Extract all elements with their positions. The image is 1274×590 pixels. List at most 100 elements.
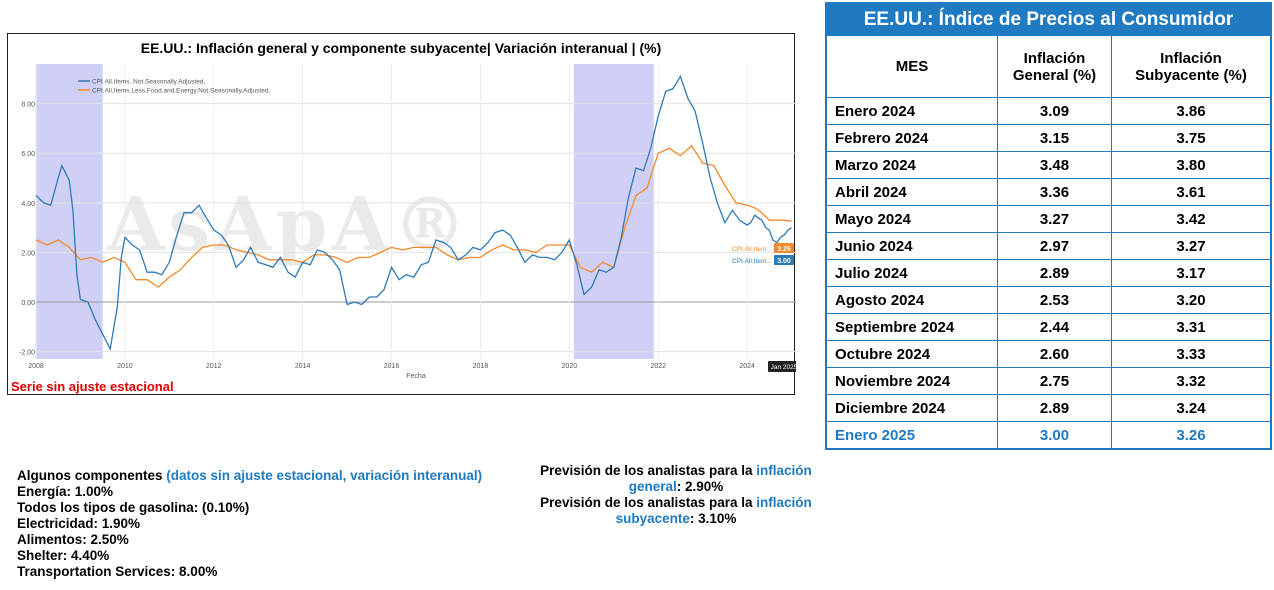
table-row: Abril 2024 3.36 3.61: [825, 178, 1272, 206]
forecast-general-hl2: general: [628, 479, 677, 494]
table-row: Enero 2024 3.09 3.86: [825, 97, 1272, 125]
forecast-general-value: : 2.90%: [676, 479, 724, 494]
series-end-value: 3.26: [777, 246, 791, 253]
x-tick-label: 2018: [473, 363, 489, 370]
month-cell: Septiembre 2024: [825, 313, 998, 341]
core-cell: 3.31: [1111, 313, 1272, 341]
components-heading: Algunos componentes: [17, 468, 163, 483]
core-cell: 3.80: [1111, 151, 1272, 179]
y-tick-label: 2.00: [21, 250, 35, 257]
core-cell: 3.86: [1111, 97, 1272, 125]
month-cell: Enero 2025: [825, 421, 998, 450]
chart-panel: AsApA® 8.00 6.00 4.00 2.00 0.00 -2.00 2008 2010 2…: [7, 33, 796, 395]
general-cell: 2.60: [997, 340, 1112, 368]
components-block: Algunos componentes (datos sin ajuste es…: [17, 468, 482, 580]
month-cell: Octubre 2024: [825, 340, 998, 368]
forecast-general-prefix: Previsión de los analistas para la: [540, 463, 753, 478]
forecast-general-hl1: inflación: [756, 463, 812, 478]
component-item: Todos los tipos de gasolina: (0.10%): [17, 500, 250, 515]
core-cell: 3.61: [1111, 178, 1272, 206]
forecasts-block: Previsión de los analistas para la infla…: [520, 463, 832, 527]
table-row: Febrero 2024 3.15 3.75: [825, 124, 1272, 152]
table-row: Mayo 2024 3.27 3.42: [825, 205, 1272, 233]
general-cell: 2.89: [997, 259, 1112, 287]
y-tick-label: 0.00: [21, 300, 35, 307]
general-cell: 2.53: [997, 286, 1112, 314]
core-cell: 3.32: [1111, 367, 1272, 395]
core-cell: 3.27: [1111, 232, 1272, 260]
month-cell: Enero 2024: [825, 97, 998, 125]
watermark: AsApA®: [106, 182, 471, 268]
general-cell: 3.36: [997, 178, 1112, 206]
table-row: Marzo 2024 3.48 3.80: [825, 151, 1272, 179]
component-item: Alimentos: 2.50%: [17, 532, 129, 547]
month-cell: Mayo 2024: [825, 205, 998, 233]
general-cell: 2.75: [997, 367, 1112, 395]
series-end-label: CPI.All.Item...: [732, 258, 772, 265]
x-tick-label: 2010: [117, 363, 133, 370]
x-tick-label: 2024: [739, 363, 755, 370]
table-row: Agosto 2024 2.53 3.20: [825, 286, 1272, 314]
general-cell: 2.97: [997, 232, 1112, 260]
forecast-core-prefix: Previsión de los analistas para la: [540, 495, 753, 510]
col-header-general: Inflación General (%): [997, 35, 1112, 98]
general-cell: 3.48: [997, 151, 1112, 179]
x-axis-title: Fecha: [406, 373, 426, 380]
core-cell: 3.17: [1111, 259, 1272, 287]
component-item: Energía: 1.00%: [17, 484, 114, 499]
table-row: Noviembre 2024 2.75 3.32: [825, 367, 1272, 395]
table-row: Julio 2024 2.89 3.17: [825, 259, 1272, 287]
chart-note: Serie sin ajuste estacional: [11, 379, 174, 394]
series-line: [35, 144, 792, 288]
component-item: Electricidad: 1.90%: [17, 516, 141, 531]
month-cell: Febrero 2024: [825, 124, 998, 152]
table-row: Diciembre 2024 2.89 3.24: [825, 394, 1272, 422]
x-tick-label: 2014: [295, 363, 311, 370]
forecast-general: Previsión de los analistas para la infla…: [520, 463, 832, 495]
y-tick-label: 4.00: [21, 201, 35, 208]
table-row: Junio 2024 2.97 3.27: [825, 232, 1272, 260]
chart-title: EE.UU.: Inflación general y componente s…: [140, 40, 662, 56]
forecast-core-hl2: subyacente: [615, 511, 690, 526]
y-tick-label: 8.00: [21, 102, 35, 109]
general-cell: 3.09: [997, 97, 1112, 125]
series-end-value: 3.00: [777, 258, 791, 265]
component-item: Shelter: 4.40%: [17, 548, 110, 563]
table-row: Octubre 2024 2.60 3.33: [825, 340, 1272, 368]
table-row: Septiembre 2024 2.44 3.31: [825, 313, 1272, 341]
core-cell: 3.42: [1111, 205, 1272, 233]
x-tick-label: 2020: [562, 363, 578, 370]
x-tick-label: 2008: [28, 363, 44, 370]
series-end-label: CPI.All.Item...: [732, 246, 772, 253]
general-cell: 2.44: [997, 313, 1112, 341]
col-header-core: Inflación Subyacente (%): [1111, 35, 1272, 98]
forecast-core-hl1: inflación: [756, 495, 812, 510]
recession-band: [573, 64, 654, 359]
series-end-value-box: [774, 255, 794, 265]
forecast-core-value: : 3.10%: [689, 511, 737, 526]
series-end-value-box: [774, 243, 794, 253]
y-tick-label: -2.00: [19, 350, 35, 357]
general-cell: 3.00: [997, 421, 1112, 450]
table-body: Enero 2024 3.09 3.86 Febrero 2024 3.15 3.75 Ma…: [825, 97, 1272, 450]
end-date-box: [768, 361, 796, 372]
line-chart: AsApA® 8.00 6.00 4.00 2.00 0.00 -2.00 2008 2010 2…: [19, 64, 796, 380]
component-item: Transportation Services: 8.00%: [17, 564, 218, 579]
forecast-core: Previsión de los analistas para la infla…: [520, 495, 832, 527]
month-cell: Abril 2024: [825, 178, 998, 206]
series-line: [35, 74, 792, 352]
general-cell: 3.27: [997, 205, 1112, 233]
core-cell: 3.33: [1111, 340, 1272, 368]
month-cell: Marzo 2024: [825, 151, 998, 179]
y-tick-label: 6.00: [21, 151, 35, 158]
end-date-label: Jan 2025: [771, 364, 796, 371]
month-cell: Diciembre 2024: [825, 394, 998, 422]
core-cell: 3.26: [1111, 421, 1272, 450]
table-title: EE.UU.: Índice de Precios al Consumidor: [826, 3, 1271, 36]
core-cell: 3.75: [1111, 124, 1272, 152]
x-tick-label: 2016: [384, 363, 400, 370]
month-cell: Noviembre 2024: [825, 367, 998, 395]
general-cell: 2.89: [997, 394, 1112, 422]
core-cell: 3.24: [1111, 394, 1272, 422]
components-heading-note: (datos sin ajuste estacional, variación …: [166, 468, 483, 483]
